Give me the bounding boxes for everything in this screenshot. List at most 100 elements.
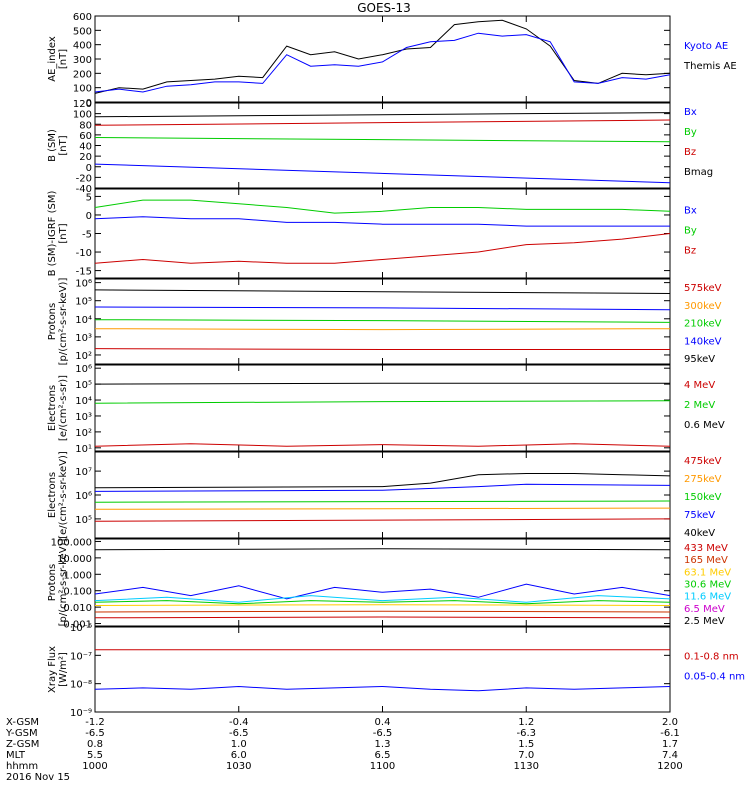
x-axis-value: 1.0 xyxy=(231,739,247,750)
y-tick-label: 200 xyxy=(73,69,92,80)
legend-entry: 0.6 MeV xyxy=(684,420,725,431)
y-axis-label-line: [W/m²] xyxy=(58,652,69,687)
y-axis-label-line: [e/(cm²-s-sr)] xyxy=(58,375,69,441)
series-line xyxy=(94,610,671,613)
panel-3: -15 -10 -5 0 5 B (SM)-IGRF (SM)[nT] Bx By Bz xyxy=(47,188,697,279)
x-axis-value: -0.4 xyxy=(229,717,249,728)
y-axis-label-line: B (SM) xyxy=(47,129,58,162)
x-axis-value: 1.2 xyxy=(518,717,534,728)
y-tick-label: 0.010 xyxy=(63,603,92,614)
series-line xyxy=(94,306,671,311)
y-tick-label: 1.000 xyxy=(63,570,92,581)
chart-title: GOES-13 xyxy=(357,1,411,15)
legend-entry: 275keV xyxy=(684,474,722,485)
y-tick-label: 10³ xyxy=(75,412,92,423)
legend-entry: 575keV xyxy=(684,283,722,294)
panel-frame xyxy=(94,364,671,452)
y-tick-label: 10⁶ xyxy=(75,364,92,375)
legend-entry: 2 MeV xyxy=(684,400,715,411)
series-line xyxy=(94,32,671,93)
y-tick-label: 0 xyxy=(86,163,92,174)
series-line xyxy=(94,507,671,510)
y-axis-label: B (SM)-IGRF (SM)[nT] xyxy=(47,191,69,277)
legend-entry: 475keV xyxy=(684,456,722,467)
panel-frame xyxy=(94,15,671,103)
y-tick-label: 10² xyxy=(75,428,92,439)
x-axis-row-label: Z-GSM xyxy=(6,739,39,750)
x-axis-row-label: MLT xyxy=(6,750,26,761)
series-line xyxy=(94,112,671,118)
y-tick-label: 5 xyxy=(86,192,92,203)
series-line xyxy=(94,19,671,94)
series-line xyxy=(94,289,671,294)
y-tick-label: -5 xyxy=(82,230,92,241)
panel-1: 0 100 200 300 400 500 600 AE_index[nT] Kyoto AE T… xyxy=(47,12,737,109)
y-axis-label: Electrons[e/(cm²-s-sr)] xyxy=(47,375,69,441)
y-axis-label-line: [e/(cm²-s-sr-keV)] xyxy=(58,451,69,539)
x-axis-row-label: hhmm xyxy=(6,761,38,772)
y-axis-label-line: [nT] xyxy=(58,135,69,155)
y-tick-label: 10³ xyxy=(75,333,92,344)
legend-entry: Bz xyxy=(684,246,696,257)
legend-entry: 2.5 MeV xyxy=(684,616,725,627)
series-line xyxy=(94,163,671,184)
y-tick-label: 500 xyxy=(73,26,92,37)
series-line xyxy=(94,483,671,492)
x-axis-value: 1100 xyxy=(370,761,395,772)
y-tick-label: 10⁻⁷ xyxy=(70,651,92,662)
series-line xyxy=(94,216,670,227)
series-line xyxy=(94,473,671,489)
y-tick-label: -40 xyxy=(76,184,92,195)
series-line xyxy=(94,548,671,551)
x-axis-value: -6.3 xyxy=(516,728,536,739)
legend-entry: 150keV xyxy=(684,492,722,503)
x-axis-value: 2.0 xyxy=(662,717,678,728)
y-axis-label: AE_index[nT] xyxy=(47,36,69,82)
date-label: 2016 Nov 15 xyxy=(6,772,70,783)
legend-entry: 0.1-0.8 nm xyxy=(684,652,739,663)
y-axis-label-line: Electrons xyxy=(47,385,58,431)
x-axis-row-label: X-GSM xyxy=(6,717,39,728)
y-tick-label: 10¹ xyxy=(75,444,92,455)
y-tick-label: 0.001 xyxy=(63,620,92,631)
y-tick-label: 100.000 xyxy=(51,537,92,548)
y-tick-label: 10⁶ xyxy=(75,491,92,502)
y-tick-label: 60 xyxy=(79,131,92,142)
y-axis-label: Protons[p/(cm²-s-sr-keV)] xyxy=(47,539,69,627)
y-axis-label-line: AE_index xyxy=(47,36,58,82)
legend-entry: Themis AE xyxy=(683,61,737,72)
y-tick-label: 10⁻⁸ xyxy=(70,680,92,691)
series-line xyxy=(94,443,671,447)
x-axis-value: 7.0 xyxy=(518,750,534,761)
y-tick-label: 0 xyxy=(86,98,92,109)
y-tick-label: -15 xyxy=(76,267,92,278)
legend-entry: 210keV xyxy=(684,319,722,330)
legend-entry: By xyxy=(684,226,697,237)
panel-frame xyxy=(94,451,671,539)
x-axis-value: 7.4 xyxy=(662,750,678,761)
legend-entry: 63.1 MeV xyxy=(684,567,731,578)
y-tick-label: 600 xyxy=(73,12,92,23)
panel-5: 10¹ 10² 10³ 10⁴ 10⁵ 10⁶ Electrons[e/(cm²-s-sr)… xyxy=(47,364,725,455)
x-axis-value: -6.5 xyxy=(229,728,249,739)
x-axis-value: 6.0 xyxy=(231,750,247,761)
y-tick-label: -10 xyxy=(76,248,92,259)
legend-entry: Bmag xyxy=(684,167,713,178)
y-tick-label: 300 xyxy=(73,55,92,66)
y-tick-label: 100 xyxy=(73,84,92,95)
legend-entry: 433 MeV xyxy=(684,543,728,554)
series-line xyxy=(94,400,671,404)
series-line xyxy=(94,616,671,619)
panel-frame xyxy=(94,626,671,713)
x-axis-value: 1000 xyxy=(82,761,107,772)
x-axis-value: -1.2 xyxy=(85,717,105,728)
y-axis-label-line: [p/(cm²-s-sr-keV)] xyxy=(58,278,69,366)
y-axis-label: Xray Flux[W/m²] xyxy=(47,646,69,693)
series-line xyxy=(94,328,671,331)
y-tick-label: 10⁴ xyxy=(75,315,92,326)
series-line xyxy=(94,685,671,692)
y-tick-label: 20 xyxy=(79,152,92,163)
y-tick-label: -20 xyxy=(76,173,92,184)
